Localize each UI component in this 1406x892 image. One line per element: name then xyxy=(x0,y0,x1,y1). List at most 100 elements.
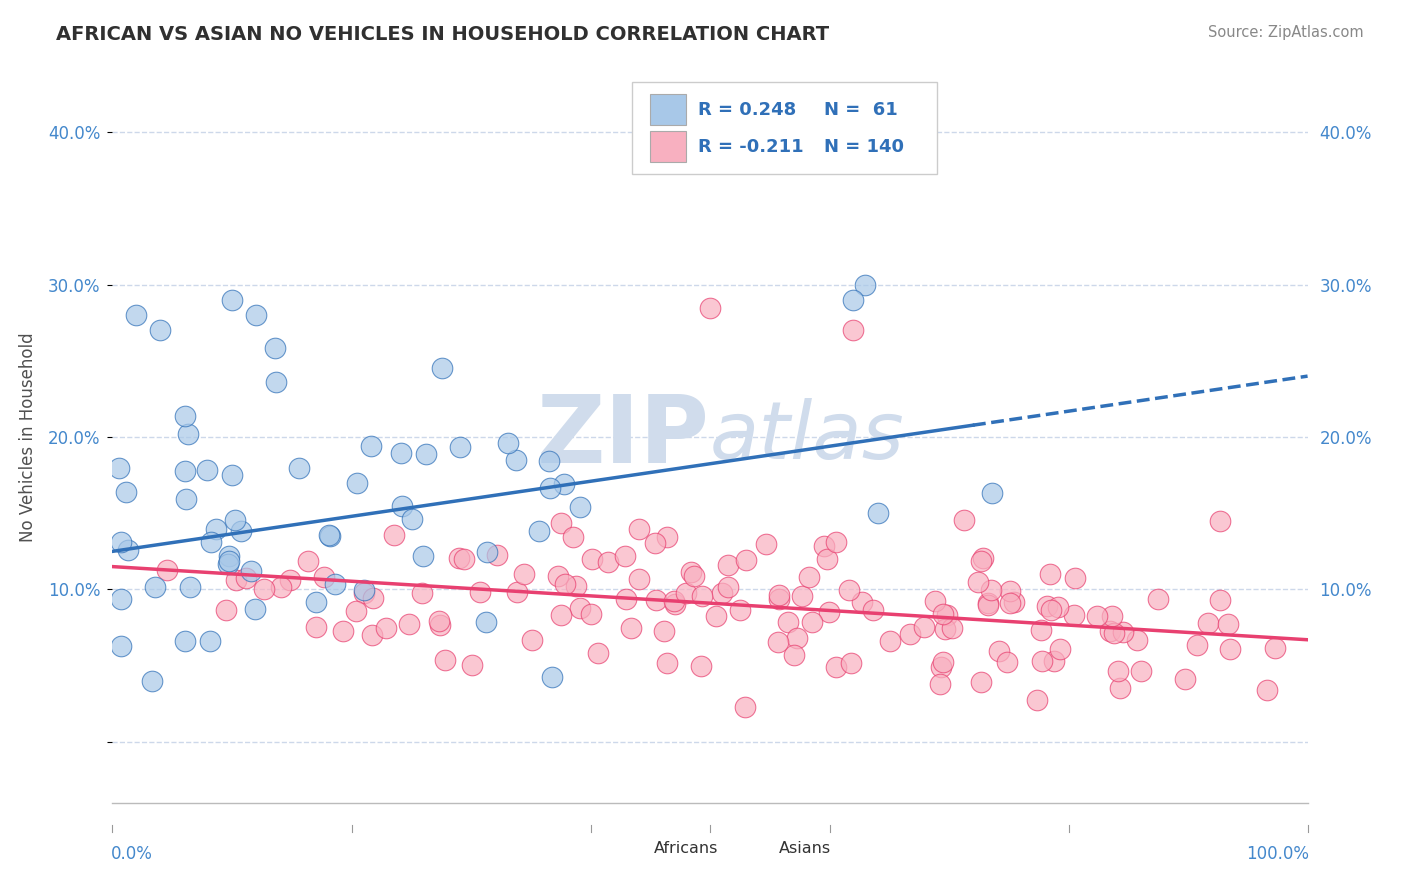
Point xyxy=(447,551,470,566)
Point xyxy=(415,447,437,461)
FancyBboxPatch shape xyxy=(747,839,772,862)
Point xyxy=(1146,591,1168,606)
Point xyxy=(245,308,267,322)
Point xyxy=(125,308,148,322)
Point xyxy=(391,500,413,514)
Point xyxy=(1098,624,1121,638)
Point xyxy=(929,660,952,674)
Point xyxy=(851,595,873,609)
Point xyxy=(980,486,1002,500)
Point xyxy=(586,646,609,660)
Point xyxy=(1029,623,1052,637)
Point xyxy=(278,573,301,587)
Point xyxy=(319,529,342,543)
Point xyxy=(360,439,382,453)
Point xyxy=(486,548,509,562)
Point xyxy=(264,375,287,389)
Point xyxy=(932,655,955,669)
Point xyxy=(568,601,591,615)
Point xyxy=(550,607,572,622)
Point xyxy=(346,475,368,490)
Point xyxy=(690,589,713,603)
Point xyxy=(967,575,990,590)
Point xyxy=(1036,599,1059,614)
Point xyxy=(217,557,239,571)
Point xyxy=(117,543,139,558)
Point xyxy=(675,585,697,599)
Point xyxy=(879,634,901,648)
Point xyxy=(1039,603,1062,617)
Point xyxy=(434,653,457,667)
Point xyxy=(229,524,252,538)
Point xyxy=(1063,607,1085,622)
Point xyxy=(1256,682,1278,697)
Point xyxy=(1109,681,1132,695)
FancyBboxPatch shape xyxy=(620,839,647,862)
Y-axis label: No Vehicles in Household: No Vehicles in Household xyxy=(20,332,37,542)
Point xyxy=(995,655,1018,669)
Point xyxy=(1126,633,1149,648)
Point xyxy=(225,573,247,587)
Point xyxy=(654,624,676,639)
Point xyxy=(270,580,292,594)
Point xyxy=(614,549,637,563)
Point xyxy=(506,584,529,599)
Point xyxy=(215,603,238,617)
Point xyxy=(734,553,756,567)
Point xyxy=(1049,642,1071,657)
Point xyxy=(430,360,453,375)
Point xyxy=(561,530,583,544)
Point xyxy=(361,628,384,642)
Point xyxy=(1219,642,1241,657)
Point xyxy=(734,700,756,714)
Point xyxy=(218,554,240,568)
Point xyxy=(174,492,197,507)
Point xyxy=(824,535,846,549)
Point xyxy=(1107,665,1129,679)
Point xyxy=(569,500,592,515)
Point xyxy=(953,513,976,527)
Point xyxy=(1002,595,1025,609)
Point xyxy=(783,648,806,662)
Point xyxy=(681,565,703,579)
Point xyxy=(620,621,643,635)
Point xyxy=(1112,625,1135,640)
Point xyxy=(664,593,686,607)
Text: N = 140: N = 140 xyxy=(824,137,904,155)
Point xyxy=(401,512,423,526)
Point xyxy=(145,580,167,594)
Text: ZIP: ZIP xyxy=(537,391,710,483)
Point xyxy=(786,631,808,645)
Point xyxy=(866,506,889,520)
Point xyxy=(110,639,132,653)
Point xyxy=(361,591,384,605)
Point xyxy=(382,528,405,542)
Point xyxy=(1064,571,1087,585)
Point xyxy=(1102,626,1125,640)
Point xyxy=(468,584,491,599)
Point xyxy=(1209,514,1232,528)
Point xyxy=(353,582,375,597)
Point xyxy=(768,591,790,606)
Point xyxy=(862,603,884,617)
Point xyxy=(825,660,848,674)
Point xyxy=(596,555,619,569)
Point xyxy=(657,657,679,671)
Point xyxy=(928,676,950,690)
Point xyxy=(797,570,820,584)
Point xyxy=(818,605,841,619)
Point xyxy=(924,594,946,608)
Point xyxy=(240,564,263,578)
Point xyxy=(1085,609,1108,624)
Point xyxy=(110,535,132,549)
Point xyxy=(1031,654,1053,668)
Point xyxy=(513,566,536,581)
Point xyxy=(224,513,246,527)
Point xyxy=(699,301,721,315)
Point xyxy=(297,554,319,568)
Point xyxy=(970,554,993,568)
Point xyxy=(200,534,222,549)
Point xyxy=(565,579,588,593)
Point xyxy=(813,539,835,553)
Point xyxy=(461,658,484,673)
